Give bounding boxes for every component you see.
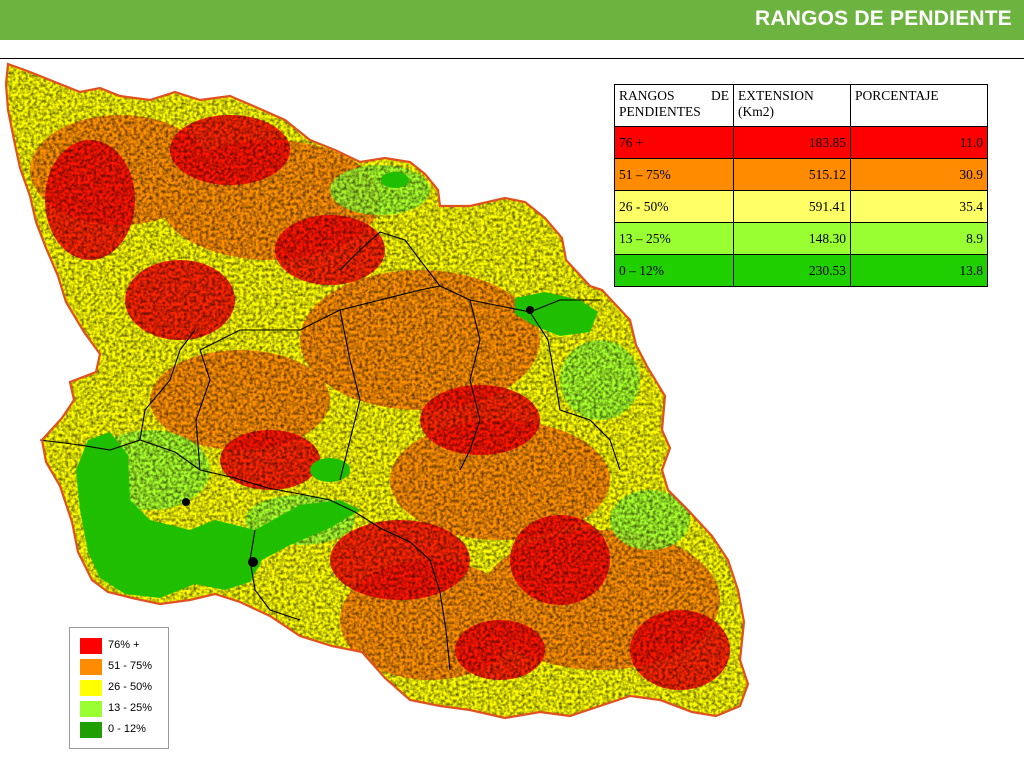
map-legend: 76% + 51 - 75% 26 - 50% 13 - 25% 0 - 12% [69, 627, 169, 749]
legend-label: 13 - 25% [108, 702, 153, 714]
page-title: RANGOS DE PENDIENTE [755, 7, 1012, 30]
row-extension: 591.41 [733, 190, 851, 223]
row-percent: 30.9 [850, 158, 988, 191]
slope-table: RANGOS DE PENDIENTES EXTENSION (Km2) POR… [614, 84, 988, 287]
row-percent: 8.9 [850, 222, 988, 255]
row-range: 51 – 75% [614, 158, 734, 191]
title-bar: RANGOS DE PENDIENTE [0, 0, 1024, 40]
legend-label: 26 - 50% [108, 681, 153, 693]
header-porcentaje: PORCENTAJE [850, 84, 988, 127]
table-row: 0 – 12% 230.53 13.8 [614, 254, 988, 287]
legend-swatch [80, 638, 102, 654]
legend-swatch [80, 680, 102, 696]
legend-label: 51 - 75% [108, 660, 153, 672]
row-range: 13 – 25% [614, 222, 734, 255]
row-extension: 148.30 [733, 222, 851, 255]
row-extension: 183.85 [733, 126, 851, 159]
row-range: 26 - 50% [614, 190, 734, 223]
legend-label: 0 - 12% [108, 723, 146, 735]
header-extension: EXTENSION (Km2) [733, 84, 851, 127]
table-header-row: RANGOS DE PENDIENTES EXTENSION (Km2) POR… [614, 84, 988, 127]
row-percent: 35.4 [850, 190, 988, 223]
row-extension: 230.53 [733, 254, 851, 287]
legend-swatch [80, 701, 102, 717]
row-range: 76 + [614, 126, 734, 159]
legend-label: 76% + [108, 639, 140, 651]
slope-map [4, 62, 750, 720]
legend-swatch [80, 722, 102, 738]
header-divider [0, 58, 1024, 59]
table-row: 76 + 183.85 11.0 [614, 126, 988, 159]
row-extension: 515.12 [733, 158, 851, 191]
header-rangos: RANGOS DE PENDIENTES [614, 84, 734, 127]
row-percent: 13.8 [850, 254, 988, 287]
table-row: 13 – 25% 148.30 8.9 [614, 222, 988, 255]
row-range: 0 – 12% [614, 254, 734, 287]
table-row: 51 – 75% 515.12 30.9 [614, 158, 988, 191]
legend-swatch [80, 659, 102, 675]
row-percent: 11.0 [850, 126, 988, 159]
table-row: 26 - 50% 591.41 35.4 [614, 190, 988, 223]
